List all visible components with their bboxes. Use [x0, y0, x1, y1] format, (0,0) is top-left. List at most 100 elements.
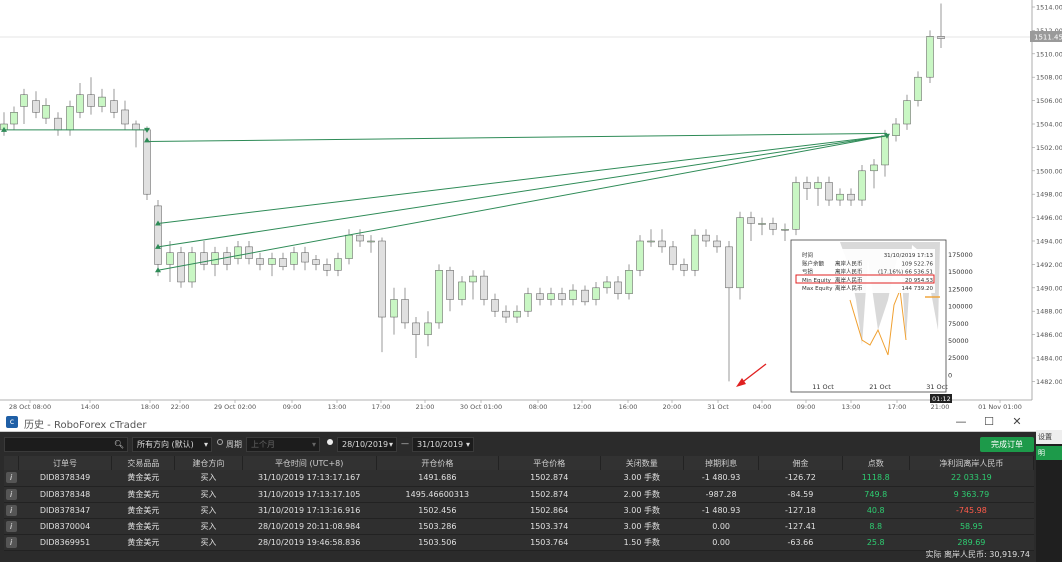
trade-marker-icon — [884, 133, 890, 139]
info-icon[interactable]: i — [5, 488, 17, 500]
table-header[interactable]: 交易品品 — [111, 456, 176, 470]
candle-body — [614, 281, 622, 294]
candle-body — [803, 182, 811, 189]
side-button[interactable]: 明 — [1036, 446, 1062, 460]
inset-row-value: 109 522.76 — [902, 261, 934, 267]
inset-row-value: (17.16%) 66 536.51 — [878, 270, 933, 276]
candle-body — [211, 252, 219, 265]
time-tick-label: 21:00 — [931, 403, 950, 411]
price-tick-label: 1492.000 — [1036, 261, 1062, 269]
time-tick-label: 14:00 — [81, 403, 100, 411]
table-header[interactable]: 关闭数量 — [600, 456, 684, 470]
side-tab[interactable]: 设置 — [1036, 430, 1062, 444]
table-header[interactable]: 掉期利息 — [683, 456, 760, 470]
table-header[interactable]: 佣金 — [758, 456, 843, 470]
inset-row-key: 亏损 — [802, 268, 814, 276]
inset-y-label: 175000 — [948, 251, 973, 259]
table-header[interactable]: 平仓时间 (UTC+8) — [242, 456, 377, 470]
candle-body — [469, 275, 477, 283]
table-cell: 黄金美元 — [111, 486, 175, 503]
inset-y-label: 150000 — [948, 268, 973, 276]
date-from-input[interactable]: 28/10/2019 ▾ — [337, 437, 397, 452]
table-cell: 749.8 — [842, 486, 910, 503]
info-cell[interactable]: i — [4, 502, 19, 519]
candle-body — [177, 252, 185, 283]
candle-body — [792, 182, 800, 230]
info-cell[interactable]: i — [4, 534, 19, 551]
candle-body — [412, 322, 420, 335]
candle-body — [166, 252, 174, 265]
candle-body — [334, 258, 342, 271]
table-header[interactable]: 平仓价格 — [498, 456, 601, 470]
candle-body — [825, 182, 833, 201]
table-cell: 3.00 手数 — [600, 502, 684, 519]
candle-body — [446, 270, 454, 300]
info-cell[interactable]: i — [4, 470, 19, 487]
table-cell: 黄金美元 — [111, 502, 175, 519]
price-tick-label: 1498.000 — [1036, 191, 1062, 199]
price-tick-label: 1486.000 — [1036, 331, 1062, 339]
candle-body — [188, 252, 196, 283]
inset-row-key: Max Equity — [802, 286, 833, 292]
candle-body — [378, 240, 386, 318]
table-cell: 买入 — [174, 502, 243, 519]
candle-body — [42, 105, 50, 119]
equity-inset: 时间 31/10/2019 17:13账户余额 离岸人民币 109 522.76亏损离… — [790, 239, 973, 393]
info-cell[interactable]: i — [4, 486, 19, 503]
table-cell: 1503.286 — [376, 518, 499, 535]
trade-marker-icon — [155, 243, 161, 249]
period-radio[interactable] — [217, 439, 223, 445]
info-icon[interactable]: i — [5, 472, 17, 484]
table-header[interactable]: 净利润离岸人民币 — [909, 456, 1035, 470]
table-cell: -1 480.93 — [683, 470, 759, 487]
price-tick-label: 1504.000 — [1036, 121, 1062, 129]
info-icon[interactable]: i — [5, 504, 17, 516]
chevron-down-icon: ▾ — [388, 440, 393, 449]
price-axis: 1514.000 1512.000 1510.000 1508.000 1506.000… — [1032, 4, 1062, 386]
table-row[interactable]: i DID8378347 黄金美元 买入 31/10/2019 17:13:16.916… — [4, 502, 1034, 519]
candle-body — [781, 229, 789, 231]
candle-body — [110, 100, 118, 113]
candle-body — [345, 234, 353, 259]
period-select[interactable]: 上个月 ▾ — [246, 437, 320, 452]
trade-marker-icon — [155, 220, 161, 226]
candle-body — [312, 259, 320, 265]
time-tick-label: 20:00 — [663, 403, 682, 411]
candle-body — [603, 281, 611, 289]
search-input[interactable]: 🔍︎ — [4, 437, 128, 452]
window-titlebar: c 历史 - RoboForex cTrader — ☐ ✕ — [0, 412, 1062, 432]
closed-orders-button[interactable]: 完成订单 — [980, 437, 1034, 452]
date-range-radio[interactable] — [327, 439, 333, 445]
price-tick-label: 1512.000 — [1036, 27, 1062, 35]
date-to-input[interactable]: 31/10/2019 ▾ — [412, 437, 474, 452]
table-row[interactable]: i DID8378349 黄金美元 买入 31/10/2019 17:13:17.167… — [4, 470, 1034, 487]
candle-body — [223, 252, 231, 265]
table-header[interactable]: 点数 — [842, 456, 910, 470]
candle-body — [669, 246, 677, 265]
table-row[interactable]: i DID8378348 黄金美元 买入 31/10/2019 17:13:17.105… — [4, 486, 1034, 503]
maximize-button[interactable]: ☐ — [984, 415, 994, 428]
table-cell: 22 033.19 — [909, 470, 1034, 487]
table-cell: 黄金美元 — [111, 518, 175, 535]
inset-x-label: 11 Oct — [812, 383, 834, 391]
minimize-button[interactable]: — — [955, 415, 967, 428]
time-tick-label: 22:00 — [171, 403, 190, 411]
direction-select[interactable]: 所有方向 (默认) ▾ — [132, 437, 212, 452]
candle-body — [76, 94, 84, 113]
table-header[interactable]: 开仓价格 — [376, 456, 499, 470]
table-header[interactable]: 订单号 — [18, 456, 113, 470]
candle-body — [234, 246, 242, 259]
candle-body — [847, 193, 855, 201]
candle-body — [892, 123, 900, 136]
table-row[interactable]: i DID8370004 黄金美元 买入 28/10/2019 20:11:08.984… — [4, 518, 1034, 535]
close-button[interactable]: ✕ — [1012, 415, 1022, 428]
time-marker-label: 01:12 — [932, 395, 951, 403]
info-icon[interactable]: i — [5, 536, 17, 548]
candle-body — [758, 223, 766, 225]
table-row[interactable]: i DID8369951 黄金美元 买入 28/10/2019 19:46:58.836… — [4, 534, 1034, 551]
table-header[interactable]: 建仓方向 — [174, 456, 243, 470]
table-cell: DID8369951 — [18, 534, 112, 551]
price-chart[interactable]: 1514.000 1512.000 1510.000 1508.000 1506.000… — [0, 0, 1062, 412]
info-cell[interactable]: i — [4, 518, 19, 535]
info-icon[interactable]: i — [5, 520, 17, 532]
